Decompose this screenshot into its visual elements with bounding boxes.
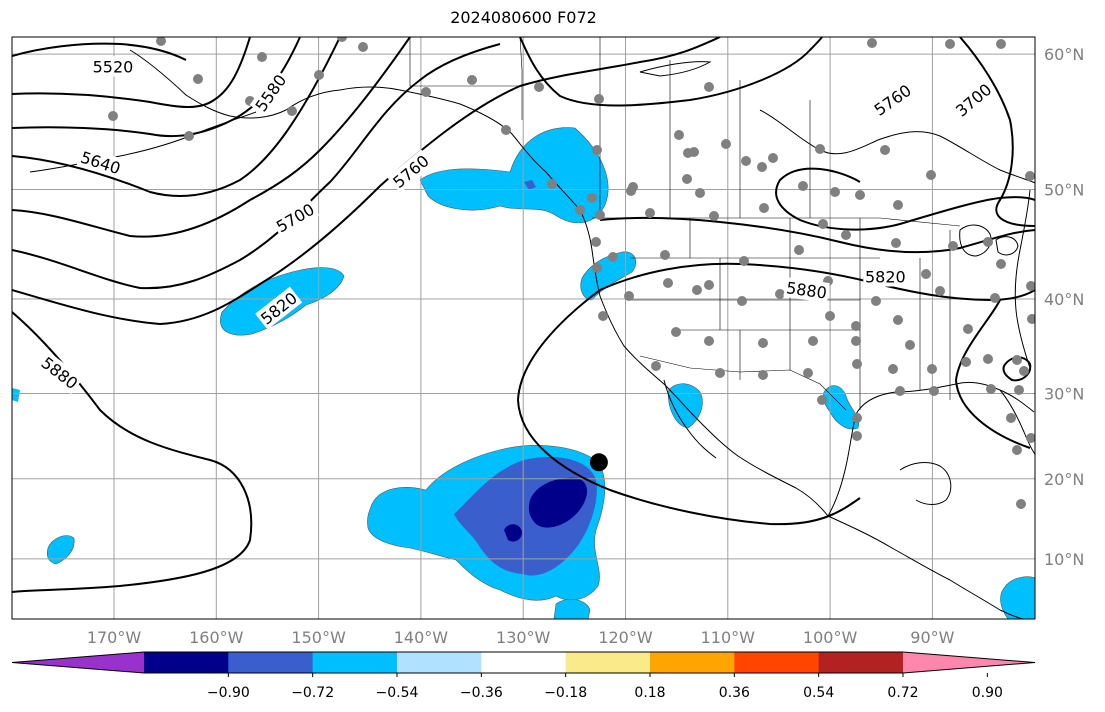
anomaly-region-calif-coast: [580, 251, 637, 301]
baja-peninsula: [663, 379, 717, 459]
colorbar-tick-label: −0.36: [460, 685, 503, 701]
contour-label: 5460: [31, 0, 75, 2]
anomaly-region-tropical-south: [553, 598, 591, 619]
longitude-tick-label: 90°W: [910, 628, 954, 647]
colorbar-extend-high: [903, 652, 1035, 673]
latitude-labels: 60°N 50°N 40°N 30°N 20°N 10°N: [1044, 45, 1084, 569]
colorbar-segment: [144, 652, 229, 673]
longitude-tick-label: 130°W: [496, 628, 551, 647]
latitude-tick-label: 50°N: [1044, 181, 1084, 200]
hudson-bay-region: [759, 109, 1035, 184]
longitude-tick-label: 150°W: [291, 628, 346, 647]
storm-center-marker: [589, 453, 608, 472]
anomaly-region-inner-small: [524, 180, 536, 190]
colorbar-tick-label: −0.54: [376, 685, 419, 701]
longitude-tick-label: 170°W: [87, 628, 142, 647]
anomaly-region-gulf-alaska: [419, 127, 609, 224]
contour-5820: [12, 37, 721, 326]
colorbar-tick-label: 0.72: [887, 685, 918, 701]
contour-5640: [12, 37, 341, 197]
colorbar-segment: [312, 652, 398, 673]
central-america: [827, 515, 1025, 619]
station-markers: [108, 37, 1035, 509]
longitude-tick-label: 100°W: [803, 628, 858, 647]
colorbar-extend-low: [12, 652, 144, 673]
contour-5700-east: [959, 37, 1035, 227]
colorbar-tick-label: −0.72: [291, 685, 334, 701]
yucatan: [899, 462, 952, 505]
anomaly-region-caribbean: [1000, 576, 1035, 619]
colorbar-segment: [818, 652, 904, 673]
west-coast-north-america: [579, 209, 829, 517]
contour-5520: [12, 37, 251, 108]
colorbar-tick-label: 0.18: [634, 685, 665, 701]
longitude-labels: 170°W 160°W 150°W 140°W 130°W 120°W 110°W 100°W…: [87, 628, 955, 647]
colorbar-tick-label: 0.36: [719, 685, 750, 701]
contour-5880-south: [516, 289, 861, 526]
latitude-tick-label: 60°N: [1044, 45, 1084, 64]
contour-5880-east: [519, 37, 823, 107]
map-title: 2024080600 F072: [450, 8, 597, 27]
arctic-island: [639, 61, 712, 77]
colorbar-segment: [397, 652, 482, 673]
latitude-tick-label: 20°N: [1044, 470, 1084, 489]
colorbar-segment: [650, 652, 735, 673]
colorbar: −0.90 −0.72 −0.54 −0.36 −0.18 0.18 0.36 0.54 0.7…: [11, 651, 1036, 701]
florida: [999, 389, 1035, 456]
colorbar-tick-label: −0.90: [207, 685, 250, 701]
contour-label: 5820: [863, 266, 908, 287]
longitude-tick-label: 140°W: [394, 628, 449, 647]
latitude-tick-label: 40°N: [1044, 290, 1084, 309]
colorbar-segment: [481, 652, 567, 673]
graticule: [12, 37, 1035, 619]
colorbar-outline: [11, 651, 1036, 674]
longitude-tick-label: 120°W: [598, 628, 653, 647]
contour-5700: [12, 37, 411, 238]
colorbar-tick-label: 0.54: [803, 685, 834, 701]
anomaly-region-west-edge: [12, 388, 20, 402]
contour-5460: [12, 42, 187, 61]
alaska-canada-border: [519, 37, 523, 120]
latitude-tick-label: 30°N: [1044, 385, 1084, 404]
longitude-tick-label: 160°W: [189, 628, 244, 647]
contour-label: 5640: [76, 146, 125, 179]
colorbar-tick-label: 0.90: [972, 685, 1003, 701]
svg-text:5520: 5520: [93, 57, 134, 76]
anomaly-region-tropical-core: [528, 477, 588, 528]
svg-text:5820: 5820: [865, 268, 906, 287]
contour-5820-east: [599, 216, 1035, 254]
colorbar-segment: [734, 652, 820, 673]
latitude-tick-label: 10°N: [1044, 550, 1084, 569]
map-plot: 5460552055805640570057605820588058805820…: [12, 0, 1035, 619]
great-lakes: [959, 224, 1019, 257]
svg-text:5460: 5460: [32, 0, 73, 2]
colorbar-segment: [228, 652, 314, 673]
contour-5820-southeast: [954, 299, 1031, 449]
canada-provinces: [409, 37, 811, 218]
contour-label: 5520: [90, 56, 135, 77]
colorbar-segment: [565, 652, 651, 673]
anomaly-region-tropical-core-small: [504, 524, 522, 542]
contour-5880-west: [12, 311, 253, 593]
map-frame: [11, 36, 1036, 620]
east-coast: [1014, 189, 1031, 369]
anomaly-region-west-small: [46, 535, 75, 565]
colorbar-tick-label: −0.18: [544, 685, 587, 701]
longitude-tick-label: 110°W: [701, 628, 756, 647]
